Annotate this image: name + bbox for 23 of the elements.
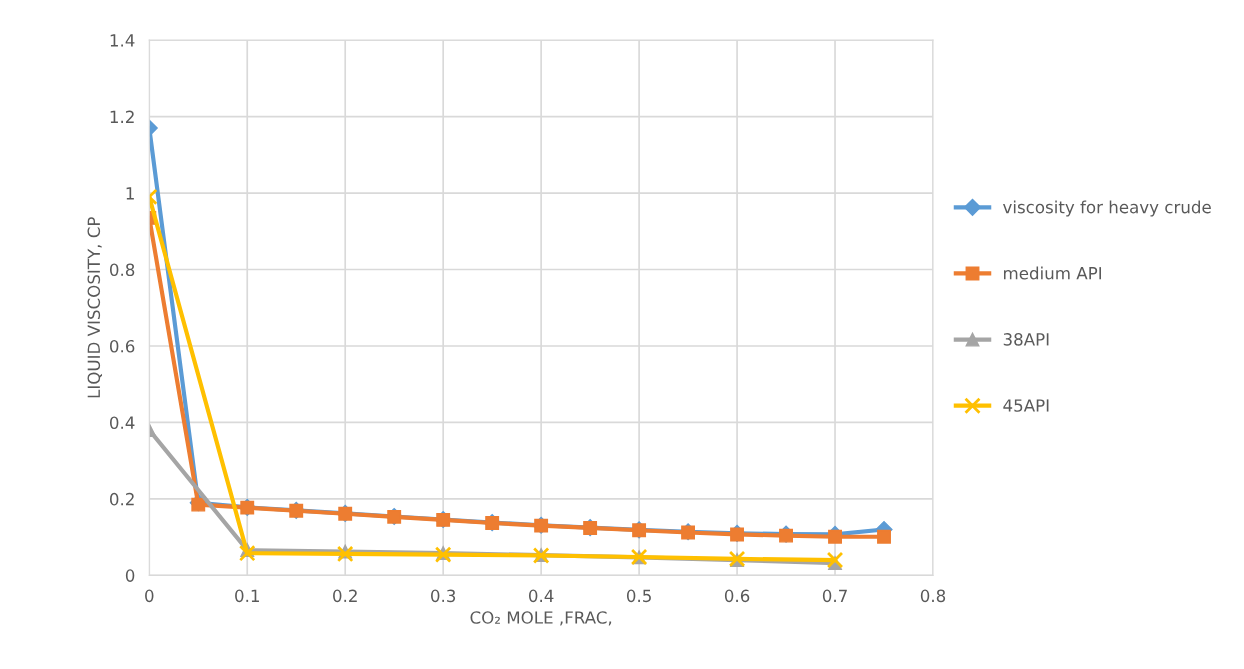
- y-axis-title: LIQUID VISCOSITY, CP: [87, 217, 103, 398]
- x-tick-label: 0.4: [528, 589, 554, 603]
- y-tick-label: 0.2: [109, 492, 134, 506]
- x-tick-label: 0.6: [724, 589, 750, 603]
- legend-label: viscosity for heavy crude: [1003, 200, 1211, 217]
- y-tick-label: 0.4: [109, 416, 135, 429]
- y-tick-label: 0.6: [109, 339, 135, 353]
- y-tick-label: 0.8: [109, 263, 135, 277]
- y-tick-label: 1.2: [110, 110, 134, 123]
- x-tick-label: 0.7: [822, 589, 847, 603]
- y-tick-label: 1.4: [110, 34, 135, 47]
- x-tick-label: 0: [145, 589, 154, 603]
- legend-label: 38API: [1003, 333, 1049, 346]
- legend-label: medium API: [1004, 266, 1102, 280]
- x-tick-label: 0.8: [920, 589, 946, 603]
- legend-label: 45API: [1003, 399, 1049, 412]
- x-axis-title: CO₂ MOLE ,FRAC,: [470, 611, 612, 626]
- y-tick-label: 0: [125, 569, 135, 582]
- x-tick-label: 0.5: [626, 589, 651, 603]
- x-tick-label: 0.2: [333, 589, 357, 603]
- y-tick-label: 1: [126, 187, 134, 200]
- x-tick-label: 0.1: [235, 589, 259, 603]
- x-tick-label: 0.3: [431, 589, 456, 603]
